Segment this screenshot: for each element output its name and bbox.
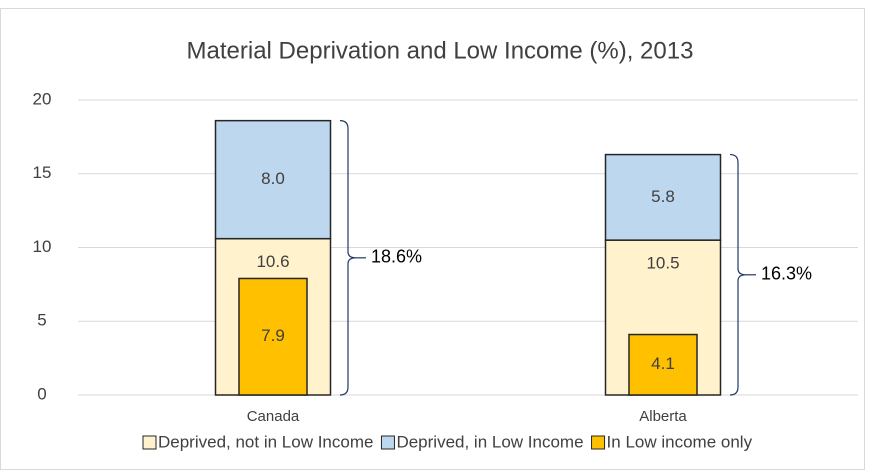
- data-label: 5.8: [651, 187, 675, 206]
- chart-border: [0, 8, 865, 470]
- x-tick-label: Alberta: [639, 408, 687, 425]
- chart-title: Material Deprivation and Low Income (%),…: [187, 37, 694, 64]
- bar-segment: [238, 277, 308, 396]
- bar-segment: [214, 119, 332, 240]
- legend-label: Deprived, in Low Income: [396, 432, 583, 451]
- bar-segment: [604, 153, 722, 241]
- data-label: 8.0: [261, 169, 285, 188]
- data-label: 4.1: [651, 354, 675, 373]
- data-label: 10.6: [256, 252, 289, 271]
- annotation: 18.6%: [371, 247, 422, 267]
- y-tick-label: 5: [37, 311, 46, 330]
- legend-swatch: [142, 435, 157, 450]
- legend-swatch: [380, 435, 395, 450]
- legend-swatch: [591, 435, 606, 450]
- y-tick-label: 0: [37, 384, 46, 403]
- legend-label: In Low income only: [607, 432, 753, 451]
- bar-segment: [628, 333, 698, 396]
- legend-label: Deprived, not in Low Income: [158, 432, 373, 451]
- y-tick-label: 10: [33, 237, 52, 256]
- data-label: 10.5: [646, 254, 679, 273]
- y-tick-label: 20: [33, 89, 52, 108]
- data-label: 7.9: [261, 326, 285, 345]
- annotation: 16.3%: [761, 264, 812, 284]
- x-tick-label: Canada: [247, 408, 300, 425]
- y-tick-label: 15: [33, 163, 52, 182]
